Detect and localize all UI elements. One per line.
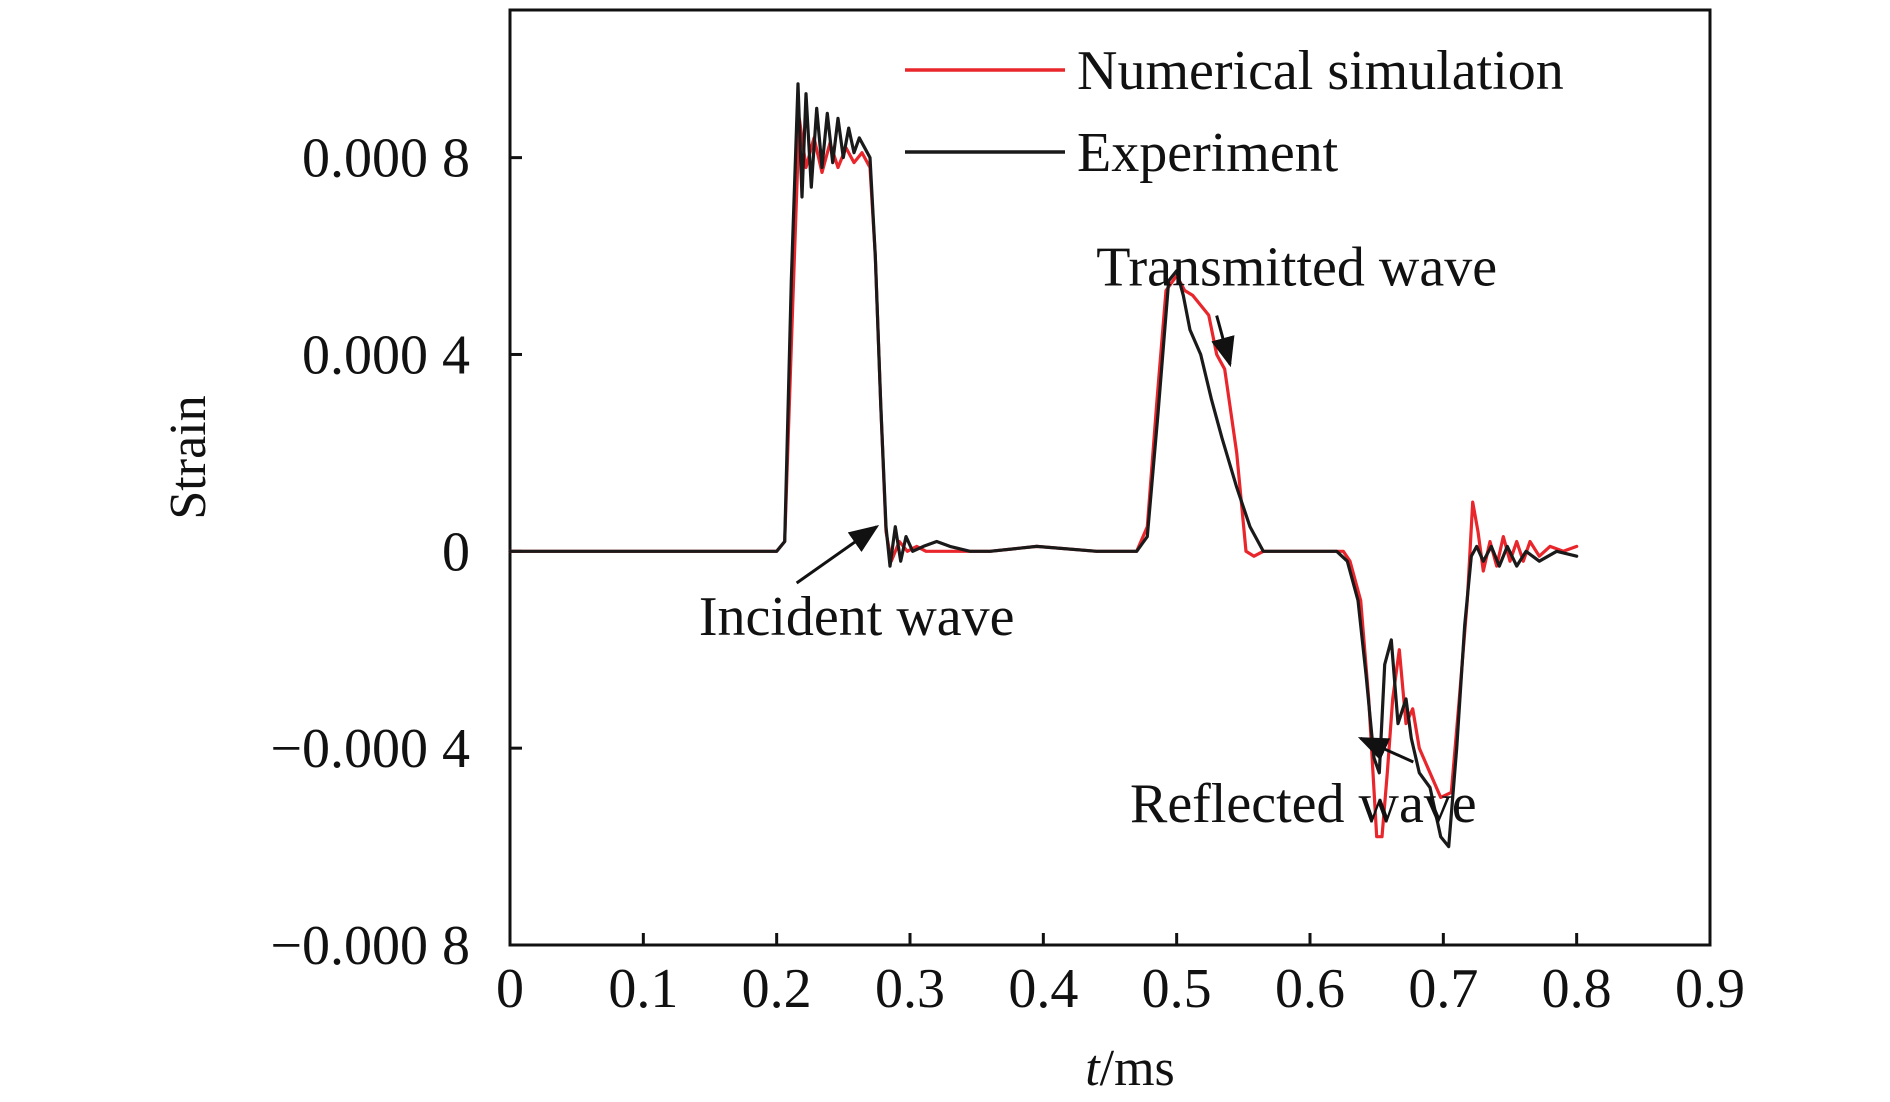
annotation-arrow [1357, 736, 1414, 764]
annotation-label: Reflected wave [1130, 773, 1477, 835]
x-axis-title-variable: t [1085, 1040, 1101, 1097]
series-line-experiment [508, 82, 1579, 849]
annotation-arrow [1211, 315, 1235, 368]
series-layer [508, 82, 1579, 849]
y-axis-title: Strain [160, 395, 217, 519]
x-tick-label: 0.4 [1008, 958, 1078, 1020]
plot-border [508, 8, 1712, 947]
legend-label: Numerical simulation [1077, 40, 1564, 102]
x-tick-label: 0.8 [1542, 958, 1612, 1020]
x-tick-label: 0.9 [1675, 958, 1745, 1020]
y-tick-label: −0.000 8 [270, 915, 470, 977]
legend: Numerical simulation Experiment [905, 40, 1564, 184]
y-tick-label: 0.000 8 [302, 128, 470, 190]
annotation-arrow [795, 524, 880, 585]
x-axis-title: t/ms [1085, 1040, 1175, 1097]
x-tick-label: 0 [496, 958, 524, 1020]
annotations: Incident wave Transmitted wave Reflected w… [699, 237, 1497, 835]
x-tick-label: 0.2 [742, 958, 812, 1020]
x-tick-label: 0.5 [1142, 958, 1212, 1020]
annotation-label: Incident wave [699, 586, 1015, 648]
x-axis: 0 0.1 0.2 0.3 0.4 0.5 0.6 0.7 0.8 0.9 [496, 933, 1745, 1020]
x-tick-label: 0.1 [608, 958, 678, 1020]
annotation-label: Transmitted wave [1096, 237, 1497, 299]
x-tick-label: 0.7 [1408, 958, 1478, 1020]
x-tick-label: 0.6 [1275, 958, 1345, 1020]
series-line-numerical-simulation [508, 116, 1579, 839]
legend-label: Experiment [1077, 122, 1339, 184]
y-axis: −0.000 8 −0.000 4 0 0.000 4 0.000 8 [270, 128, 522, 977]
x-axis-title-unit: /ms [1100, 1040, 1175, 1097]
y-tick-label: −0.000 4 [270, 718, 470, 780]
x-tick-label: 0.3 [875, 958, 945, 1020]
plot-frame [508, 8, 1712, 947]
y-tick-label: 0.000 4 [302, 324, 470, 386]
y-tick-label: 0 [442, 521, 470, 583]
